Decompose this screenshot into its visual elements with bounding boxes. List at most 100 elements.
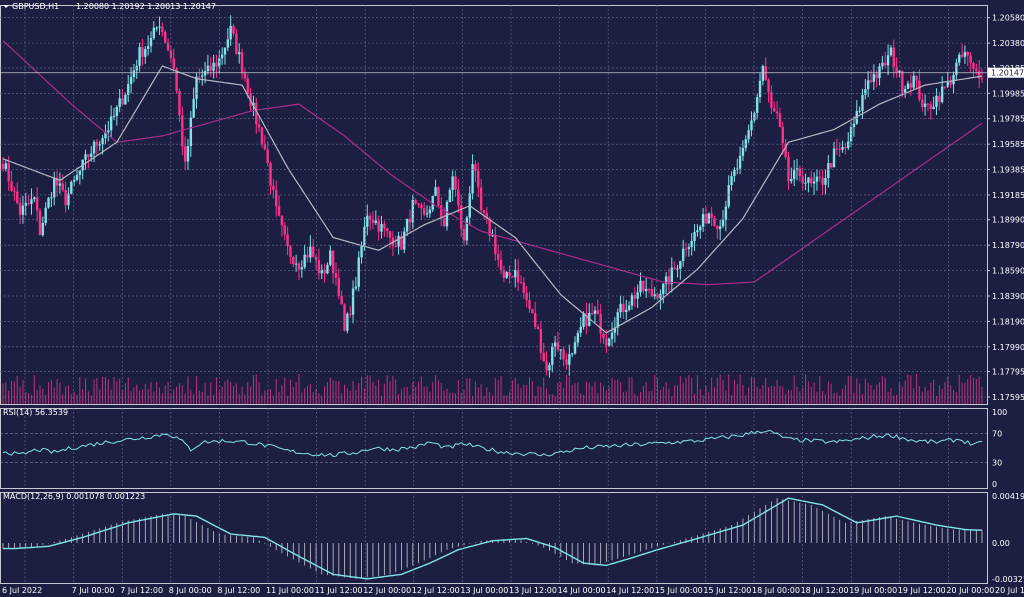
price-tick-label: 1.18990 — [992, 216, 1024, 225]
candle-body — [18, 203, 22, 215]
macd-panel[interactable] — [2, 497, 983, 580]
candle-body — [514, 270, 517, 278]
candle-body — [33, 197, 36, 200]
candle-body — [926, 103, 930, 105]
chevron-down-icon[interactable] — [3, 5, 9, 8]
candle-body — [220, 54, 224, 59]
candle-body — [901, 70, 904, 93]
candle-body — [260, 127, 264, 145]
candle-body — [462, 228, 466, 241]
candle-body — [403, 231, 406, 250]
candle-body — [442, 218, 446, 227]
candle-body — [87, 154, 90, 157]
candle-body — [499, 259, 503, 271]
candle-body — [283, 225, 286, 235]
candle-body — [488, 218, 491, 236]
candle-body — [292, 256, 295, 265]
candle-body — [400, 235, 403, 250]
candle-body — [30, 199, 33, 204]
candle-body — [679, 261, 682, 269]
candle-body — [616, 312, 619, 328]
candle-body — [380, 223, 383, 232]
candle-body — [647, 288, 651, 290]
candle-body — [175, 68, 178, 91]
candle-body — [471, 164, 474, 194]
candle-body — [858, 110, 861, 112]
candle-body — [707, 213, 710, 224]
time-tick-label: 14 Jul 00:00 — [558, 586, 606, 595]
rsi-panel[interactable] — [0, 430, 987, 463]
candle-body — [448, 190, 452, 202]
candle-body — [536, 326, 540, 330]
candle-body — [101, 138, 104, 145]
candle-body — [585, 313, 588, 326]
candle-body — [531, 308, 534, 314]
candle-body — [297, 263, 301, 270]
candle-body — [770, 92, 773, 108]
candle-body — [269, 163, 272, 186]
candle-body — [605, 338, 608, 346]
candle-body — [829, 163, 833, 168]
candle-body — [704, 214, 708, 224]
candle-body — [662, 283, 665, 295]
price-tick-label: 1.18590 — [992, 267, 1024, 276]
candle-body — [724, 206, 728, 220]
candle-body — [607, 338, 611, 346]
candle-body — [368, 215, 372, 220]
candle-body — [755, 97, 759, 113]
rsi-level-label: 0 — [992, 480, 997, 489]
candle-body — [27, 203, 30, 205]
candle-body — [792, 170, 796, 179]
time-tick-label: 6 Jul 2022 — [2, 586, 42, 595]
candle-body — [198, 76, 201, 78]
candle-body — [16, 191, 19, 204]
candle-body — [778, 113, 782, 127]
candle-body — [337, 277, 341, 296]
candle-body — [599, 314, 602, 334]
candle-body — [750, 120, 753, 131]
candle-body — [921, 99, 924, 107]
candle-body — [312, 246, 315, 257]
time-tick-label: 13 Jul 12:00 — [509, 586, 557, 595]
candle-body — [602, 333, 605, 339]
candle-body — [807, 177, 810, 183]
candle-body — [38, 210, 42, 236]
candle-body — [477, 170, 480, 188]
candle-body — [61, 183, 64, 190]
time-tick-label: 18 Jul 12:00 — [801, 586, 849, 595]
candle-body — [164, 31, 167, 43]
candle-body — [622, 303, 625, 313]
candle-body — [935, 95, 938, 107]
candle-body — [172, 58, 175, 69]
candle-body — [235, 33, 238, 55]
candle-body — [360, 246, 363, 258]
candle-body — [596, 310, 599, 315]
candle-body — [570, 353, 574, 355]
time-tick-label: 7 Jul 00:00 — [72, 586, 115, 595]
candle-body — [329, 250, 332, 265]
candle-body — [459, 205, 463, 229]
candle-body — [357, 257, 360, 287]
candle-body — [798, 168, 802, 177]
candle-body — [320, 269, 323, 274]
candle-body — [639, 280, 642, 293]
candle-body — [884, 62, 887, 66]
candle-body — [744, 139, 747, 148]
candle-body — [192, 98, 195, 118]
candle-body — [932, 106, 935, 110]
candle-body — [289, 246, 292, 257]
candle-body — [960, 54, 964, 57]
candle-body — [166, 42, 170, 51]
candle-body — [676, 268, 679, 270]
candle-body — [627, 305, 631, 310]
price-panel[interactable] — [0, 15, 987, 404]
candle-body — [619, 303, 622, 313]
candle-body — [801, 176, 804, 184]
price-tick-label: 1.19985 — [992, 89, 1024, 98]
candle-body — [610, 332, 614, 339]
candle-body — [349, 313, 352, 315]
candle-body — [334, 273, 338, 278]
candle-body — [696, 230, 699, 233]
